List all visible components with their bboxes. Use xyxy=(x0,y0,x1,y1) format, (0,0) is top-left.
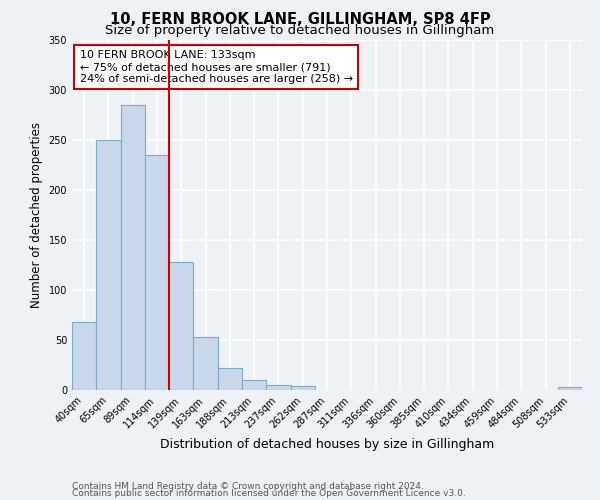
X-axis label: Distribution of detached houses by size in Gillingham: Distribution of detached houses by size … xyxy=(160,438,494,451)
Bar xyxy=(193,337,218,390)
Bar xyxy=(169,262,193,390)
Text: 10, FERN BROOK LANE, GILLINGHAM, SP8 4FP: 10, FERN BROOK LANE, GILLINGHAM, SP8 4FP xyxy=(110,12,490,28)
Text: Contains HM Land Registry data © Crown copyright and database right 2024.: Contains HM Land Registry data © Crown c… xyxy=(72,482,424,491)
Bar xyxy=(266,385,290,390)
Y-axis label: Number of detached properties: Number of detached properties xyxy=(30,122,43,308)
Text: Contains public sector information licensed under the Open Government Licence v3: Contains public sector information licen… xyxy=(72,489,466,498)
Bar xyxy=(558,387,582,390)
Bar xyxy=(218,368,242,390)
Bar xyxy=(290,386,315,390)
Bar xyxy=(96,140,121,390)
Bar xyxy=(145,155,169,390)
Bar xyxy=(72,322,96,390)
Text: 10 FERN BROOK LANE: 133sqm
← 75% of detached houses are smaller (791)
24% of sem: 10 FERN BROOK LANE: 133sqm ← 75% of deta… xyxy=(80,50,353,84)
Bar xyxy=(121,105,145,390)
Text: Size of property relative to detached houses in Gillingham: Size of property relative to detached ho… xyxy=(106,24,494,37)
Bar xyxy=(242,380,266,390)
